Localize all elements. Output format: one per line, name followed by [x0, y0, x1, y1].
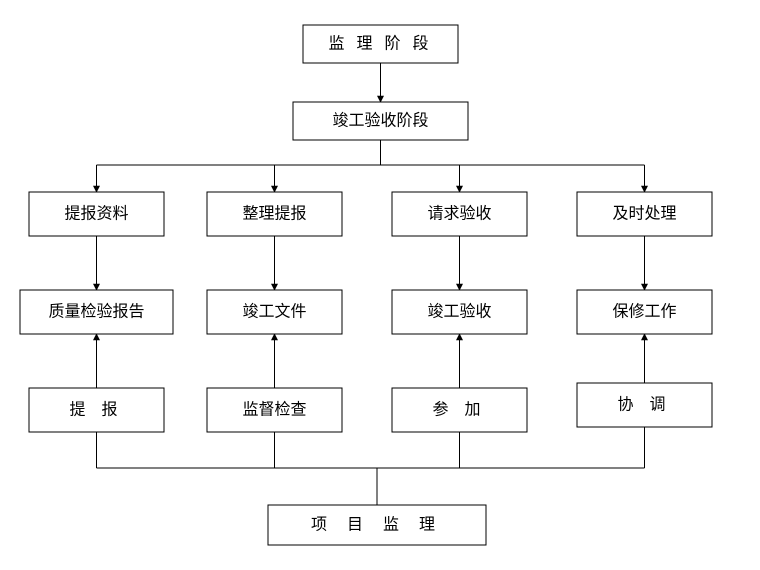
node-label-a4: 及时处理: [612, 205, 676, 223]
flowchart-canvas: 监 理 阶 段竣工验收阶段提报资料 整理提报 请求验收 及时处理质量检验报告 竣工文件 竣…: [0, 0, 760, 570]
node-label-c3: 参 加: [432, 401, 486, 419]
node-bottom: 项 目 监 理: [268, 505, 486, 545]
node-label-b2: 竣工文件: [242, 303, 306, 321]
node-label-a3: 请求验收: [427, 205, 491, 223]
node-b3: 竣工验收: [392, 290, 527, 334]
node-c1: 提 报: [29, 388, 164, 432]
node-label-b4: 保修工作: [612, 303, 676, 321]
node-label-a2: 整理提报: [242, 205, 306, 223]
node-label-bottom: 项 目 监 理: [311, 516, 443, 534]
node-label-top2: 竣工验收阶段: [332, 112, 428, 130]
node-label-c1: 提 报: [69, 401, 123, 419]
node-label-b3: 竣工验收: [427, 303, 491, 321]
node-b1: 质量检验报告: [20, 290, 173, 334]
node-b4: 保修工作: [577, 290, 712, 334]
node-label-c4: 协 调: [617, 396, 671, 414]
node-a2: 整理提报: [207, 192, 342, 236]
node-label-c2: 监督检查: [242, 401, 306, 419]
node-c4: 协 调: [577, 383, 712, 427]
node-b2: 竣工文件: [207, 290, 342, 334]
node-top2: 竣工验收阶段: [293, 102, 468, 140]
node-top1: 监 理 阶 段: [303, 25, 458, 63]
node-a4: 及时处理: [577, 192, 712, 236]
node-label-b1: 质量检验报告: [48, 303, 144, 321]
node-c2: 监督检查: [207, 388, 342, 432]
node-a1: 提报资料: [29, 192, 164, 236]
node-c3: 参 加: [392, 388, 527, 432]
node-a3: 请求验收: [392, 192, 527, 236]
node-label-a1: 提报资料: [64, 205, 128, 223]
node-label-top1: 监 理 阶 段: [328, 35, 432, 53]
